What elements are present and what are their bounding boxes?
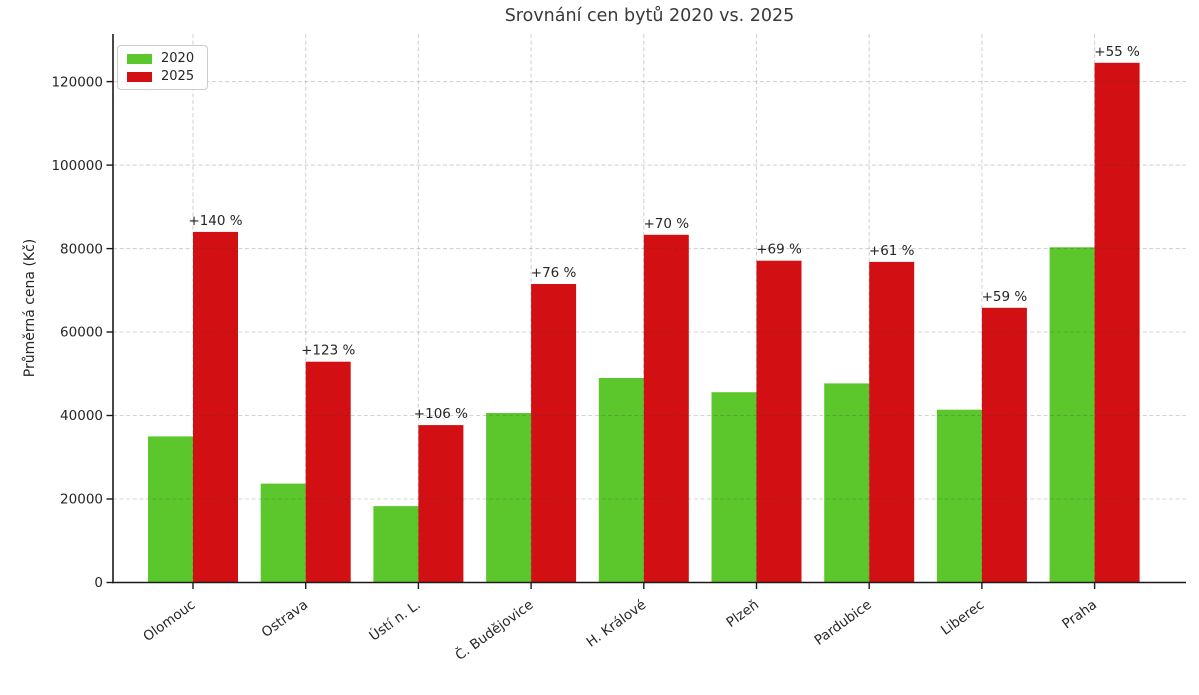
y-tick-label-40000: 40000 [60,408,103,424]
chart-title: Srovnání cen bytů 2020 vs. 2025 [504,6,795,26]
legend-swatch-2025 [127,71,152,82]
bars-layer [148,62,1140,583]
pct-change-label-ostrava: +123 % [301,343,355,359]
bar-2025-liberec [981,307,1027,583]
y-tick-label-100000: 100000 [51,158,103,174]
x-tick-label-pardubice: Pardubice [812,597,875,649]
legend-swatch-2020 [127,53,152,64]
y-tick-label-80000: 80000 [60,241,103,257]
pct-change-label-plzen: +69 % [756,242,802,258]
pct-change-label-usti-n-l: +106 % [414,406,468,422]
axes-layer [106,34,1186,589]
bar-2020-liberec [936,409,982,583]
pct-change-label-h-kralove: +70 % [643,216,689,232]
bar-2025-c-budejovice [531,284,577,583]
x-tick-label-ostrava: Ostrava [259,597,311,641]
x-tick-label-h-kralove: H. Králové [584,597,650,651]
bar-2025-plzen [756,260,802,583]
legend: 2020 2025 [117,45,209,90]
bar-2020-plzen [711,392,757,583]
x-tick-label-plzen: Plzeň [723,597,761,631]
pct-change-label-c-budejovice: +76 % [531,265,577,281]
pct-change-label-liberec: +59 % [982,289,1028,305]
x-tick-label-usti-n-l: Ústí n. L. [365,595,423,644]
x-tick-label-praha: Praha [1059,597,1100,633]
pct-change-label-praha: +55 % [1094,44,1140,60]
bar-2025-usti-n-l [418,425,464,583]
x-tick-label-c-budejovice: Č. Budějovice [451,595,536,664]
legend-label-2020: 2020 [161,51,195,66]
bar-2025-praha [1094,62,1140,583]
pct-change-label-olomouc: +140 % [188,213,242,229]
y-tick-label-0: 0 [94,575,103,591]
bar-2025-ostrava [305,361,351,583]
bar-2020-olomouc [148,436,193,583]
bar-2020-ostrava [260,483,306,583]
annotations-layer: +140 % +123 % +106 % +76 % +70 % +69 % +61 % +5… [188,44,1140,422]
y-tick-label-60000: 60000 [60,325,103,341]
pct-change-label-pardubice: +61 % [869,243,915,259]
bar-2025-h-kralove [643,234,689,583]
legend-label-2025: 2025 [161,69,195,84]
y-tick-label-20000: 20000 [60,492,103,508]
x-tick-label-olomouc: Olomouc [140,597,198,645]
bar-2025-olomouc [193,231,238,583]
bar-2020-h-kralove [598,378,644,583]
bar-2025-pardubice [869,261,915,583]
y-tick-label-120000: 120000 [51,74,103,90]
legend-entry-2020: 2020 [127,52,194,65]
bar-2020-pardubice [824,383,870,583]
bar-2020-praha [1049,247,1095,583]
grid-layer [113,34,1186,583]
x-tick-label-liberec: Liberec [938,597,987,639]
bar-2020-usti-n-l [373,506,419,583]
bar-2020-c-budejovice [486,413,532,583]
legend-entry-2025: 2025 [127,70,194,83]
